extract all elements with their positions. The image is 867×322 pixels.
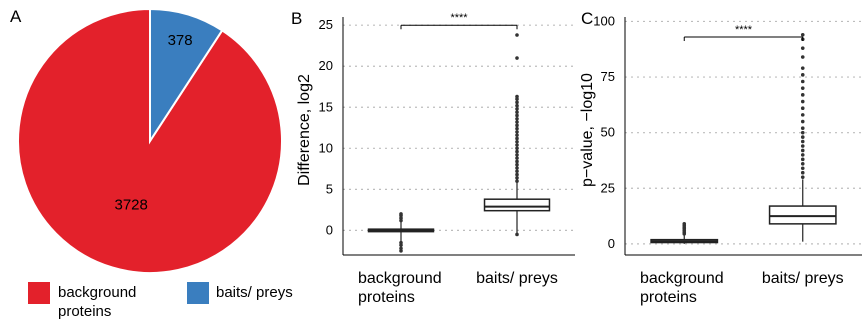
- outlier-point-baits: [800, 93, 805, 97]
- outlier-point-baits: [515, 139, 519, 144]
- y-tick-label: 25: [601, 180, 615, 195]
- y-axis-title: Difference, log2: [296, 74, 313, 186]
- outlier-point-baits: [515, 110, 519, 114]
- outlier-point-baits: [800, 170, 805, 175]
- outlier-point-baits: [515, 162, 519, 167]
- outlier-point-baits: [800, 135, 805, 139]
- outlier-point-baits: [515, 172, 519, 177]
- outlier-point-baits: [515, 176, 519, 180]
- outlier-point-baits: [515, 149, 519, 154]
- boxplot-panel-difference: B Difference, log2 0 5 10 15 20 25 background p…: [291, 9, 575, 306]
- outlier-point-baits: [800, 113, 805, 117]
- x-tick-label: background: [640, 270, 724, 287]
- x-tick-label: baits/ preys: [476, 270, 558, 287]
- y-tick-label: 20: [319, 58, 333, 73]
- x-tick-label: proteins: [640, 289, 697, 306]
- outlier-point-baits: [800, 46, 805, 50]
- outlier-point-background: [399, 246, 403, 251]
- y-tick-label: 75: [601, 69, 615, 84]
- pie-slice-label-baits: 378: [168, 32, 193, 49]
- outlier-point-baits: [800, 130, 805, 135]
- pie-chart-panel: A 3728 378 background proteins baits/ pr…: [10, 7, 293, 320]
- outlier-point-baits: [515, 232, 519, 237]
- outlier-point-baits: [515, 136, 519, 141]
- outlier-point-baits: [515, 130, 519, 134]
- outlier-point-baits: [800, 99, 805, 104]
- outlier-point-baits: [515, 94, 519, 99]
- outlier-point-baits: [800, 153, 805, 157]
- y-tick-label: 0: [326, 222, 333, 237]
- y-tick-label: 50: [601, 125, 615, 140]
- outlier-point-baits: [515, 56, 519, 60]
- legend-label-background: background proteins: [58, 284, 141, 320]
- box-baits: [483, 198, 551, 212]
- outlier-point-baits: [515, 97, 519, 101]
- outlier-point-baits: [515, 100, 519, 105]
- outlier-point-baits: [800, 166, 805, 171]
- outlier-point-baits: [515, 123, 519, 128]
- panel-label-c: C: [581, 9, 593, 28]
- outlier-point-baits: [515, 146, 519, 151]
- outlier-point-baits: [515, 116, 519, 121]
- outlier-point-background: [682, 222, 687, 226]
- outlier-point-baits: [800, 157, 805, 162]
- legend-swatch-baits: [187, 282, 209, 304]
- outlier-point-baits: [800, 106, 805, 110]
- pie-slice-baits-preys: [149, 7, 224, 145]
- outlier-point-baits: [515, 143, 519, 147]
- box-baits: [768, 205, 837, 225]
- outlier-point-baits: [515, 33, 519, 37]
- outlier-point-baits: [515, 113, 519, 118]
- y-tick-label: 0: [608, 236, 615, 251]
- outlier-point-baits: [515, 159, 519, 164]
- outlier-point-background: [399, 249, 403, 253]
- outlier-point-baits: [800, 144, 805, 148]
- outlier-point-baits: [515, 169, 519, 174]
- outlier-point-baits: [800, 126, 805, 131]
- outlier-point-baits: [800, 66, 805, 70]
- outlier-point-baits: [515, 179, 519, 183]
- outlier-point-background: [399, 218, 403, 223]
- outlier-point-baits: [800, 119, 805, 124]
- x-tick-label: baits/ preys: [762, 270, 844, 287]
- outlier-point-baits: [800, 139, 805, 144]
- outlier-point-baits: [800, 148, 805, 153]
- y-tick-label: 5: [326, 181, 333, 196]
- outlier-point-background: [399, 212, 403, 216]
- y-tick-label: 100: [593, 13, 615, 28]
- x-tick-label: proteins: [358, 289, 415, 306]
- outlier-point-baits: [800, 79, 805, 84]
- outlier-point-baits: [800, 86, 805, 90]
- outlier-point-baits: [515, 156, 519, 160]
- panel-label-a: A: [10, 7, 22, 26]
- outlier-point-baits: [515, 133, 519, 137]
- outlier-point-baits: [800, 175, 805, 179]
- outlier-point-baits: [800, 32, 805, 37]
- outlier-point-baits: [515, 103, 519, 108]
- significance-label: ****: [735, 24, 753, 36]
- y-tick-label: 25: [319, 17, 333, 32]
- outlier-point-baits: [800, 162, 805, 166]
- outlier-point-baits: [515, 107, 519, 111]
- x-tick-label: background: [358, 270, 442, 287]
- outlier-point-baits: [515, 120, 519, 124]
- outlier-point-baits: [515, 126, 519, 131]
- legend-swatch-background: [28, 282, 50, 304]
- y-tick-label: 10: [319, 140, 333, 155]
- outlier-point-baits: [800, 73, 805, 77]
- panel-label-b: B: [291, 9, 302, 28]
- y-tick-label: 15: [319, 99, 333, 114]
- outlier-point-background: [399, 240, 403, 245]
- outlier-point-background: [399, 216, 403, 220]
- outlier-point-baits: [515, 153, 519, 157]
- significance-label: ****: [450, 12, 468, 24]
- y-axis-title: p−value, −log10: [579, 73, 596, 187]
- legend-label-baits: baits/ preys: [216, 284, 293, 301]
- boxplot-panel-pvalue: C p−value, −log10 0 25 50 75 100 background pr…: [579, 9, 862, 306]
- pie-slice-label-background: 3728: [114, 196, 147, 213]
- outlier-point-baits: [515, 166, 519, 170]
- outlier-point-baits: [800, 55, 805, 59]
- outlier-point-background: [399, 243, 403, 247]
